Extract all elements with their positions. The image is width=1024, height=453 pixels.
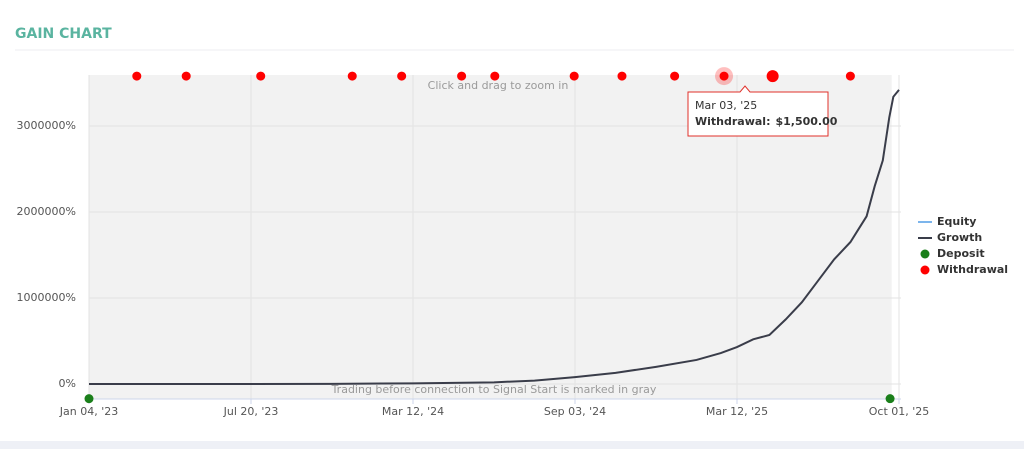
tooltip-box (687, 85, 829, 137)
marker[interactable] (132, 71, 142, 81)
legend-label[interactable]: Withdrawal (937, 263, 1008, 276)
marker[interactable] (885, 394, 895, 404)
tooltip-title: Mar 03, '25 (695, 99, 757, 112)
marker[interactable] (347, 71, 357, 81)
x-tick-label: Jan 04, '23 (59, 405, 118, 418)
x-tick-label: Mar 12, '25 (706, 405, 768, 418)
legend-label[interactable]: Equity (937, 215, 976, 228)
y-tick-label: 2000000% (17, 205, 76, 218)
marker[interactable] (490, 71, 500, 81)
legend-label[interactable]: Growth (937, 231, 982, 244)
marker[interactable] (670, 71, 680, 81)
x-tick-label: Jul 20, '23 (223, 405, 279, 418)
x-tick-label: Sep 03, '24 (544, 405, 606, 418)
legend-symbol (920, 249, 930, 259)
page-title: GAIN CHART (15, 26, 112, 42)
y-tick-label: 0% (59, 377, 76, 390)
marker[interactable] (766, 70, 779, 83)
marker[interactable] (457, 71, 467, 81)
legend-label[interactable]: Deposit (937, 247, 985, 260)
marker[interactable] (569, 71, 579, 81)
annotation: Click and drag to zoom in (428, 79, 569, 92)
marker[interactable] (181, 71, 191, 81)
x-tick-label: Oct 01, '25 (869, 405, 930, 418)
tooltip-line: Withdrawal: $1,500.00 (695, 115, 838, 128)
marker[interactable] (84, 394, 94, 404)
marker[interactable] (256, 71, 266, 81)
plot: 0% 1000000% 2000000% 3000000% Jan 04, '23 Jul… (17, 67, 1008, 418)
tooltip-value: $1,500.00 (775, 115, 837, 128)
marker[interactable] (397, 71, 407, 81)
annotation: Trading before connection to Signal Star… (331, 383, 657, 396)
legend-symbol (920, 265, 930, 275)
marker[interactable] (617, 71, 627, 81)
footer-strip (0, 441, 1024, 449)
marker[interactable] (719, 71, 729, 81)
y-tick-label: 3000000% (17, 119, 76, 132)
tooltip: Mar 03, '25 Withdrawal: $1,500.00 (687, 85, 838, 137)
marker[interactable] (845, 71, 855, 81)
x-tick-label: Mar 12, '24 (382, 405, 444, 418)
growth-line (89, 89, 900, 386)
y-tick-label: 1000000% (17, 291, 76, 304)
tooltip-series: Withdrawal: (695, 115, 770, 128)
